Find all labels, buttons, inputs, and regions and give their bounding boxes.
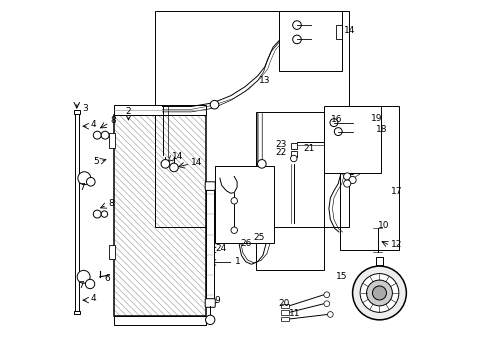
Text: 10: 10	[378, 221, 390, 230]
Bar	[291, 143, 297, 149]
Text: 11: 11	[289, 309, 300, 318]
Circle shape	[334, 128, 342, 135]
Circle shape	[231, 227, 238, 233]
Text: 14: 14	[191, 158, 202, 167]
Circle shape	[349, 176, 356, 184]
Bar	[340, 107, 399, 250]
Bar	[281, 317, 289, 321]
Circle shape	[77, 270, 90, 283]
Circle shape	[353, 266, 406, 320]
Bar	[291, 151, 297, 157]
Text: 19: 19	[370, 114, 382, 123]
Circle shape	[372, 286, 387, 300]
Bar	[281, 304, 289, 309]
Bar	[376, 257, 383, 265]
Bar	[74, 311, 80, 315]
Text: 9: 9	[215, 296, 220, 305]
Circle shape	[85, 279, 95, 289]
Text: 7: 7	[78, 281, 84, 290]
Text: 4: 4	[90, 294, 96, 303]
Circle shape	[210, 100, 219, 109]
Bar	[215, 166, 274, 243]
Text: 7: 7	[79, 183, 85, 192]
Circle shape	[330, 119, 338, 127]
Text: 22: 22	[275, 148, 287, 157]
Circle shape	[170, 163, 178, 172]
Text: 8: 8	[108, 199, 114, 208]
Bar	[281, 310, 289, 315]
Circle shape	[161, 159, 170, 168]
Bar	[206, 187, 214, 302]
Bar	[109, 134, 115, 148]
Circle shape	[324, 292, 330, 298]
Text: 17: 17	[391, 187, 402, 196]
Text: 26: 26	[240, 239, 251, 248]
Text: 21: 21	[304, 144, 315, 153]
Text: 2: 2	[125, 107, 131, 116]
Circle shape	[78, 172, 91, 185]
Circle shape	[293, 21, 301, 30]
Text: 15: 15	[337, 272, 348, 281]
Circle shape	[205, 315, 215, 324]
Text: 25: 25	[253, 233, 265, 242]
Circle shape	[93, 210, 101, 218]
Text: 3: 3	[82, 104, 88, 113]
Circle shape	[343, 173, 351, 180]
Text: 1: 1	[235, 257, 241, 266]
Text: 14: 14	[172, 152, 184, 161]
Text: 5: 5	[93, 157, 98, 166]
Circle shape	[293, 35, 301, 44]
Circle shape	[291, 155, 297, 162]
Text: 12: 12	[392, 240, 403, 249]
Bar	[109, 244, 115, 259]
Text: 6: 6	[104, 274, 110, 283]
FancyBboxPatch shape	[205, 182, 215, 190]
Text: 23: 23	[275, 140, 287, 149]
Bar	[114, 116, 205, 316]
Text: 20: 20	[278, 299, 290, 308]
Text: 18: 18	[376, 125, 388, 134]
Bar	[74, 112, 79, 313]
Text: 14: 14	[343, 26, 355, 35]
Circle shape	[367, 280, 392, 306]
Text: 13: 13	[259, 76, 270, 85]
Circle shape	[343, 180, 351, 187]
Circle shape	[258, 159, 266, 168]
Bar	[279, 12, 342, 71]
Text: 24: 24	[216, 244, 227, 253]
Bar	[256, 112, 324, 270]
Text: 8: 8	[111, 116, 116, 125]
Circle shape	[231, 198, 238, 204]
Circle shape	[93, 131, 101, 139]
Text: 16: 16	[331, 114, 343, 123]
Text: 4: 4	[90, 120, 96, 129]
Bar	[114, 105, 205, 116]
Bar	[324, 107, 381, 173]
Bar	[74, 110, 80, 114]
Circle shape	[101, 131, 109, 139]
Circle shape	[87, 177, 95, 186]
Circle shape	[360, 274, 399, 312]
Bar	[114, 316, 205, 325]
Circle shape	[101, 211, 108, 217]
Circle shape	[324, 301, 330, 307]
Bar	[155, 12, 349, 226]
Circle shape	[327, 312, 333, 318]
FancyBboxPatch shape	[205, 299, 215, 307]
